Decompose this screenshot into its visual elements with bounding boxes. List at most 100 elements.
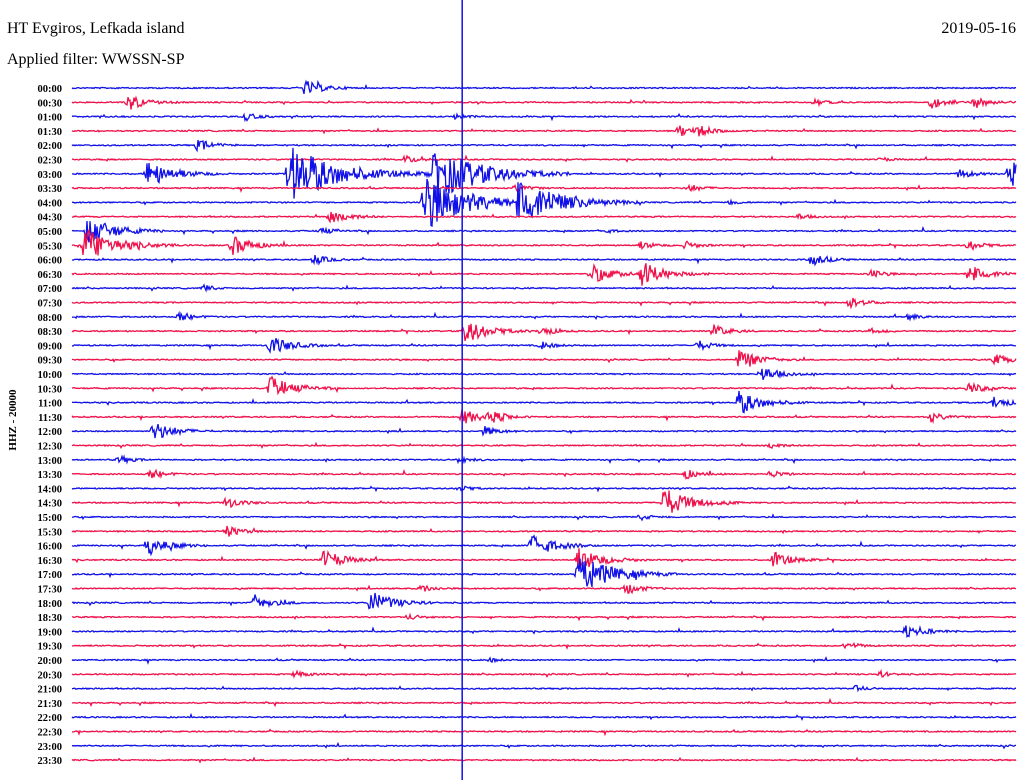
row-time-label: 18:00 <box>38 599 63 610</box>
row-time-label: 16:30 <box>38 556 63 567</box>
seismic-trace <box>71 490 1017 513</box>
seismic-trace <box>71 310 1017 322</box>
filter-label: Applied filter: WWSSN-SP <box>7 51 185 68</box>
seismic-trace <box>71 592 1017 610</box>
seismic-trace <box>71 548 1017 569</box>
seismic-trace <box>71 454 1017 465</box>
seismic-trace <box>71 263 1017 286</box>
row-time-label: 06:00 <box>38 256 63 267</box>
seismic-trace <box>71 183 1017 193</box>
row-time-label: 15:30 <box>38 527 63 538</box>
seismic-trace <box>71 297 1017 310</box>
station-title: HT Evgiros, Lefkada island <box>7 20 185 37</box>
seismic-trace <box>71 283 1017 293</box>
seismic-trace <box>71 139 1017 153</box>
seismic-trace <box>72 558 1017 587</box>
seismic-trace <box>71 583 1017 595</box>
row-time-label: 13:30 <box>38 470 63 481</box>
row-time-label: 10:00 <box>38 370 63 381</box>
seismic-trace <box>71 112 1017 123</box>
seismic-trace <box>71 95 1017 110</box>
seismic-trace <box>71 79 1016 95</box>
row-time-label: 21:00 <box>38 685 63 696</box>
row-time-label: 03:00 <box>38 170 63 181</box>
row-time-label: 04:00 <box>38 198 63 209</box>
row-time-label: 02:30 <box>38 156 63 167</box>
seismic-trace <box>71 390 1017 414</box>
row-time-label: 10:30 <box>38 384 63 395</box>
row-time-label: 00:00 <box>38 84 63 95</box>
seismic-trace <box>71 656 1017 665</box>
seismic-trace <box>71 423 1017 439</box>
seismic-trace <box>71 525 1017 537</box>
seismic-trace <box>71 728 1017 737</box>
seismic-trace <box>71 254 1017 267</box>
row-time-label: 00:30 <box>38 98 63 109</box>
row-time-label: 06:30 <box>38 270 63 281</box>
row-time-label: 07:30 <box>38 299 63 310</box>
row-time-label: 18:30 <box>38 613 63 624</box>
seismic-trace <box>71 612 1017 622</box>
seismic-trace <box>71 668 1017 679</box>
row-time-label: 02:00 <box>38 141 63 152</box>
row-time-label: 14:00 <box>38 484 63 495</box>
row-time-label: 19:30 <box>38 642 63 653</box>
row-time-label: 14:30 <box>38 499 63 510</box>
seismic-trace <box>71 350 1017 367</box>
row-time-label: 03:30 <box>38 184 63 195</box>
seismic-trace <box>71 697 1017 708</box>
seismic-trace <box>71 338 1017 355</box>
row-time-label: 07:00 <box>38 284 63 295</box>
date-label: 2019-05-16 <box>941 20 1016 37</box>
row-time-label: 08:00 <box>38 313 63 324</box>
seismic-trace <box>71 756 1017 764</box>
seismic-trace <box>71 409 1017 425</box>
seismic-trace <box>71 211 1017 224</box>
seismic-trace <box>71 147 1017 199</box>
row-time-label: 12:30 <box>38 442 63 453</box>
row-time-label: 12:00 <box>38 427 63 438</box>
row-time-label: 22:30 <box>38 728 63 739</box>
row-time-label: 23:00 <box>38 742 63 753</box>
seismic-trace <box>71 513 1017 522</box>
seismic-trace <box>71 368 1017 381</box>
seismic-trace <box>71 534 1017 557</box>
row-time-label: 01:30 <box>38 127 63 138</box>
seismic-trace <box>71 485 1017 493</box>
seismic-trace <box>71 228 1017 256</box>
seismic-trace <box>71 468 1017 480</box>
seismic-trace <box>71 642 1017 650</box>
row-time-label: 15:00 <box>38 513 63 524</box>
seismic-trace <box>71 712 1017 721</box>
seismic-trace <box>71 684 1017 693</box>
row-time-label: 16:00 <box>38 542 63 553</box>
seismic-trace <box>71 154 1017 164</box>
seismic-trace <box>72 741 1017 750</box>
seismic-trace <box>71 220 1017 243</box>
row-time-label: 08:30 <box>38 327 63 338</box>
row-time-label: 01:00 <box>38 113 63 124</box>
row-time-label: 23:30 <box>38 756 63 767</box>
row-time-label: 21:30 <box>38 699 63 710</box>
row-time-label: 20:30 <box>38 670 63 681</box>
row-time-label: 09:00 <box>38 341 63 352</box>
row-time-label: 19:00 <box>38 627 63 638</box>
seismic-trace <box>71 125 1017 137</box>
seismic-trace <box>71 323 1017 341</box>
row-time-label: 11:30 <box>38 413 62 424</box>
row-time-label: 11:00 <box>38 399 62 410</box>
seismic-trace <box>71 375 1017 396</box>
row-time-label: 13:00 <box>38 456 63 467</box>
row-time-label: 05:00 <box>38 227 63 238</box>
row-time-label: 04:30 <box>38 213 63 224</box>
row-time-label: 17:00 <box>38 570 63 581</box>
seismic-trace <box>71 625 1017 638</box>
row-time-label: 22:00 <box>38 713 63 724</box>
row-time-label: 20:00 <box>38 656 63 667</box>
row-time-label: 05:30 <box>38 241 63 252</box>
seismic-trace <box>71 178 1017 227</box>
row-time-label: 17:30 <box>38 585 63 596</box>
row-time-label: 09:30 <box>38 356 63 367</box>
seismic-trace <box>71 441 1017 450</box>
